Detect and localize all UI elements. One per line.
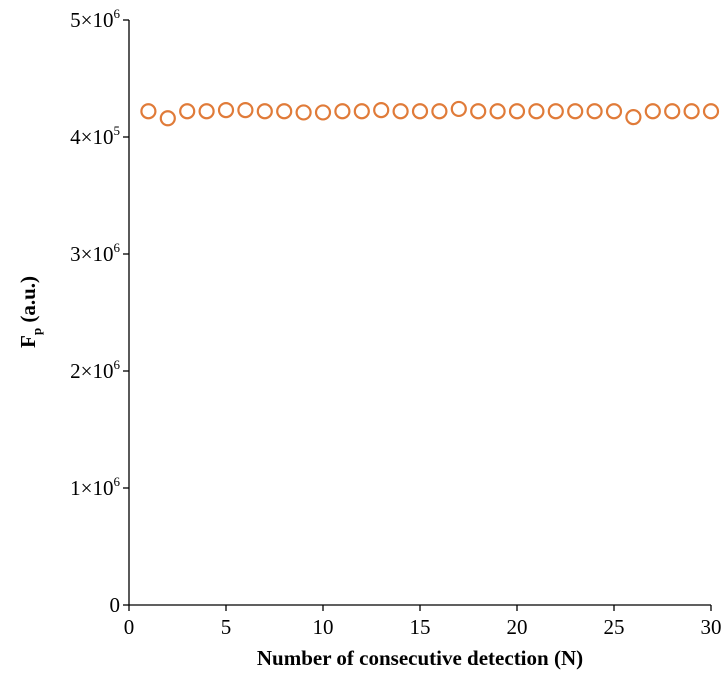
y-tick-label-base: 0 (110, 593, 121, 617)
x-tick-label: 30 (701, 615, 722, 639)
data-point (508, 103, 526, 120)
x-axis-title: Number of consecutive detection (N) (257, 646, 583, 670)
data-point (256, 103, 273, 120)
data-point (353, 103, 370, 120)
x-ticks: 0 5 10 15 20 25 30 (124, 605, 722, 639)
data-point (411, 103, 429, 120)
data-point (470, 103, 487, 120)
x-tick-label: 10 (313, 615, 334, 639)
y-tick-label: 3×106 (70, 240, 120, 266)
data-point (586, 103, 603, 120)
data-point (373, 101, 390, 119)
y-tick-label-base: 4×10 (70, 125, 113, 149)
data-point (276, 103, 293, 120)
x-tick-label: 5 (221, 615, 232, 639)
data-series (140, 100, 720, 127)
x-tick-label: 0 (124, 615, 135, 639)
y-tick-label-exponent: 6 (114, 357, 121, 372)
y-tick-label: 0 (110, 593, 121, 617)
data-point (334, 103, 351, 120)
data-point (664, 103, 681, 120)
data-point (644, 103, 661, 120)
y-tick-label-exponent: 5 (114, 123, 121, 138)
data-point (567, 103, 584, 120)
y-axis-title: Fp (a.u.) (16, 276, 44, 348)
y-tick-label-exponent: 6 (114, 6, 121, 21)
data-point (392, 103, 409, 120)
y-tick-label-base: 5×10 (70, 8, 113, 32)
data-point (528, 103, 545, 120)
data-point (295, 104, 312, 121)
x-tick-label: 20 (507, 615, 528, 639)
data-point (489, 103, 506, 120)
data-point (237, 101, 254, 119)
y-axis-title-rest: (a.u.) (16, 276, 40, 328)
y-tick-label-base: 1×10 (70, 476, 113, 500)
data-point (140, 103, 157, 120)
y-axis-title-subscript: p (29, 328, 44, 335)
y-axis-title-main: F (16, 335, 40, 348)
y-tick-label: 5×106 (70, 6, 120, 32)
data-point (450, 100, 467, 118)
data-point (159, 110, 176, 127)
x-tick-label: 25 (604, 615, 625, 639)
y-tick-label-exponent: 6 (114, 240, 121, 255)
data-point (217, 101, 235, 119)
y-tick-label: 4×105 (70, 123, 120, 149)
y-tick-label-base: 2×10 (70, 359, 113, 383)
data-point (431, 103, 448, 120)
y-tick-label-base: 3×10 (70, 242, 113, 266)
y-tick-label: 1×106 (70, 474, 120, 500)
axes (128, 20, 711, 606)
data-point (683, 103, 700, 120)
x-tick-label: 15 (410, 615, 431, 639)
data-point (314, 104, 332, 121)
y-tick-label: 2×106 (70, 357, 120, 383)
data-point (179, 103, 196, 120)
data-point (625, 109, 642, 126)
data-point (198, 103, 215, 120)
data-point (702, 103, 720, 120)
data-point (547, 103, 564, 120)
y-tick-label-exponent: 6 (114, 474, 121, 489)
data-point (605, 103, 623, 120)
